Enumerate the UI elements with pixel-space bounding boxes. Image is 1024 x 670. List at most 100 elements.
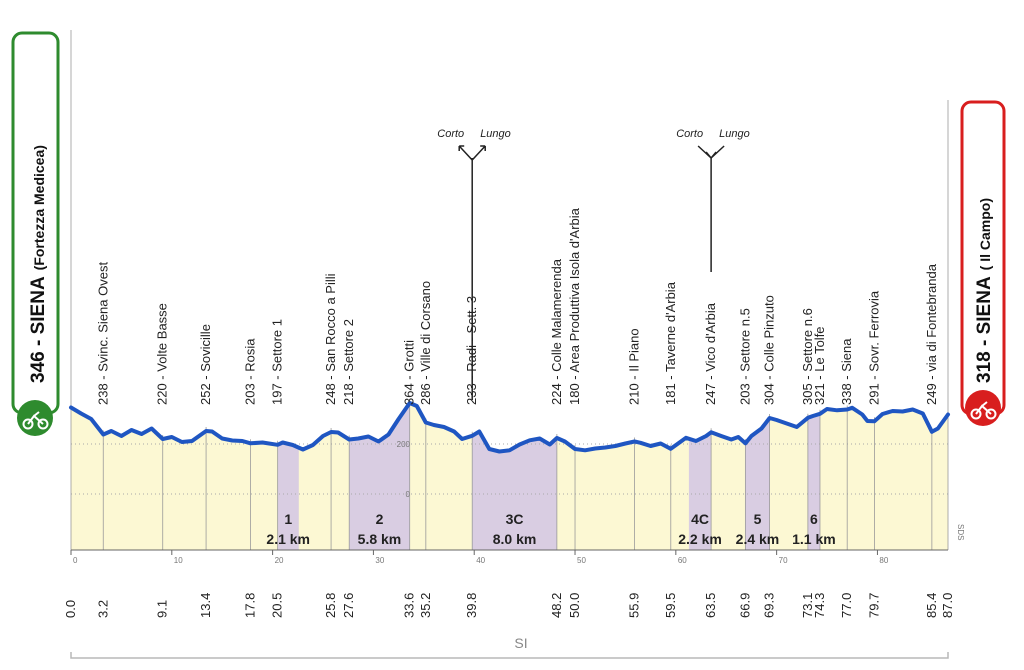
- km-label-22: 85.4: [924, 593, 939, 618]
- x-tick-label-60: 60: [678, 556, 687, 565]
- km-label-8: 33.6: [402, 593, 417, 618]
- x-tick-label-80: 80: [879, 556, 888, 565]
- profile-line-layer: [69, 401, 950, 454]
- waypoint-label-18: 305 - Settore n.6: [800, 308, 815, 405]
- waypoint-label-3: 252 - Sovicille: [198, 324, 213, 405]
- km-label-1: 3.2: [95, 600, 110, 618]
- waypoint-label-20: 338 - Siena: [839, 338, 854, 405]
- start-name: SIENA: [28, 276, 49, 334]
- waypoint-label-14: 181 - Taverne d'Arbia: [663, 281, 678, 405]
- km-label-18: 73.1: [800, 593, 815, 618]
- branch-merge-arrows: [697, 145, 725, 160]
- km-label-finish: 87.0: [940, 593, 955, 618]
- x-tick-label-20: 20: [275, 556, 284, 565]
- branch-label-lungo: Lungo: [480, 128, 511, 140]
- km-label-14: 59.5: [663, 593, 678, 618]
- sector-length-1: 2.1 km: [266, 531, 310, 547]
- sector-label-2: 2: [376, 511, 384, 527]
- waypoint-label-8: 364 - Grotti: [402, 340, 417, 405]
- km-label-12: 50.0: [567, 593, 582, 618]
- km-label-19: 74.3: [812, 593, 827, 618]
- km-label-3: 13.4: [198, 593, 213, 618]
- sector-label-4: 4C: [691, 511, 709, 527]
- sector-length-6: 1.1 km: [792, 531, 836, 547]
- x-tick-label-40: 40: [476, 556, 485, 565]
- waypoint-label-17: 304 - Colle Pinzuto: [762, 295, 777, 405]
- x-tick-label-10: 10: [174, 556, 183, 565]
- branch-label-corto: Corto: [437, 128, 464, 140]
- waypoint-label-6: 248 - San Rocco a Pilli: [323, 273, 338, 405]
- km-label-20: 77.0: [839, 593, 854, 618]
- sector-fill-4: [688, 432, 712, 550]
- sector-label-3: 3C: [506, 511, 524, 527]
- waypoint-label-16: 203 - Settore n.5: [737, 308, 752, 405]
- finish-badge-label: 318 - SIENA( Il Campo): [974, 198, 995, 383]
- sector-fill-5: [745, 418, 770, 550]
- sector-length-2: 5.8 km: [358, 531, 402, 547]
- sector-label-6: 6: [810, 511, 818, 527]
- branch-split-arrows: [458, 145, 486, 162]
- start-badge-label: 346 - SIENA(Fortezza Medicea): [28, 145, 49, 383]
- sector-fill-2: [349, 403, 410, 550]
- km-label-10: 39.8: [464, 593, 479, 618]
- waypoint-label-15: 247 - Vico d'Arbia: [703, 302, 718, 405]
- km-label-13: 55.9: [627, 593, 642, 618]
- waypoint-label-12: 180 - Area Produttiva Isola d'Arbia: [567, 207, 582, 405]
- waypoint-label-5: 197 - Settore 1: [270, 319, 285, 405]
- waypoint-label-11: 224 - Colle Malamerenda: [549, 258, 564, 405]
- x-tick-label-70: 70: [779, 556, 788, 565]
- waypoint-label-4: 203 - Rosia: [242, 338, 257, 405]
- sector-summary-bracket: SI: [70, 628, 949, 659]
- km-label-start: 0.0: [63, 600, 78, 618]
- waypoint-label-7: 218 - Settore 2: [341, 319, 356, 405]
- branch-label-lungo: Lungo: [719, 128, 750, 140]
- route-branch-2: Corto Lungo: [676, 128, 750, 272]
- km-label-5: 20.5: [270, 593, 285, 618]
- sector-length-3: 8.0 km: [493, 531, 537, 547]
- sector-fill-1: [277, 442, 299, 550]
- branch-label-corto: Corto: [676, 128, 703, 140]
- km-label-9: 35.2: [418, 593, 433, 618]
- finish-badge: 318 - SIENA( Il Campo): [960, 100, 1006, 426]
- start-alt: 346: [28, 351, 49, 383]
- x-tick-label-30: 30: [375, 556, 384, 565]
- km-label-6: 25.8: [323, 593, 338, 618]
- finish-sub: ( Il Campo): [977, 198, 993, 270]
- km-label-4: 17.8: [242, 593, 257, 618]
- sector-fill-6: [807, 413, 820, 550]
- sector-length-4: 2.2 km: [678, 531, 722, 547]
- waypoint-label-1: 238 - Svinc. Siena Ovest: [95, 262, 110, 405]
- km-label-2: 9.1: [155, 600, 170, 618]
- y-tick-label-200: 200: [397, 440, 411, 449]
- badge-layer: 346 - SIENA(Fortezza Medicea) 318 - SIEN…: [11, 31, 1006, 436]
- finish-bike-glyph: [970, 401, 997, 420]
- km-label-17: 69.3: [762, 593, 777, 618]
- x-tick-label-50: 50: [577, 556, 586, 565]
- km-label-15: 63.5: [703, 593, 718, 618]
- start-sub: (Fortezza Medicea): [31, 145, 47, 270]
- km-label-21: 79.7: [866, 593, 881, 618]
- finish-name: SIENA: [974, 276, 995, 334]
- start-bike-glyph: [22, 411, 49, 430]
- waypoint-label-22: 249 - via di Fontebranda: [924, 263, 939, 405]
- km-label-11: 48.2: [549, 593, 564, 618]
- sector-fill-3: [472, 431, 557, 550]
- route-branch-1: Corto Lungo: [437, 128, 511, 400]
- sds-mark: SDS: [956, 524, 965, 540]
- waypoint-label-2: 220 - Volte Basse: [155, 303, 170, 405]
- profile-line: [69, 401, 950, 454]
- y-tick-label-0: 0: [406, 490, 411, 499]
- km-label-16: 66.9: [737, 593, 752, 618]
- km-label-7: 27.6: [341, 593, 356, 618]
- waypoint-label-21: 291 - Sovr. Ferrovia: [866, 290, 881, 405]
- waypoint-label-13: 210 - Il Piano: [627, 328, 642, 405]
- sector-label-5: 5: [754, 511, 762, 527]
- x-tick-label-0: 0: [73, 556, 78, 565]
- sector-length-5: 2.4 km: [736, 531, 780, 547]
- waypoint-label-layer: 1 2.1 km 2 5.8 km 3C 8.0 km 4C 2.2 km 5 2.4 km 6 1.…: [63, 128, 955, 618]
- waypoint-label-9: 286 - Ville di Corsano: [418, 281, 433, 405]
- waypoint-label-19: 321 - Le Tolfe: [812, 326, 827, 405]
- start-badge: 346 - SIENA(Fortezza Medicea): [11, 31, 60, 436]
- sector-label-1: 1: [284, 511, 292, 527]
